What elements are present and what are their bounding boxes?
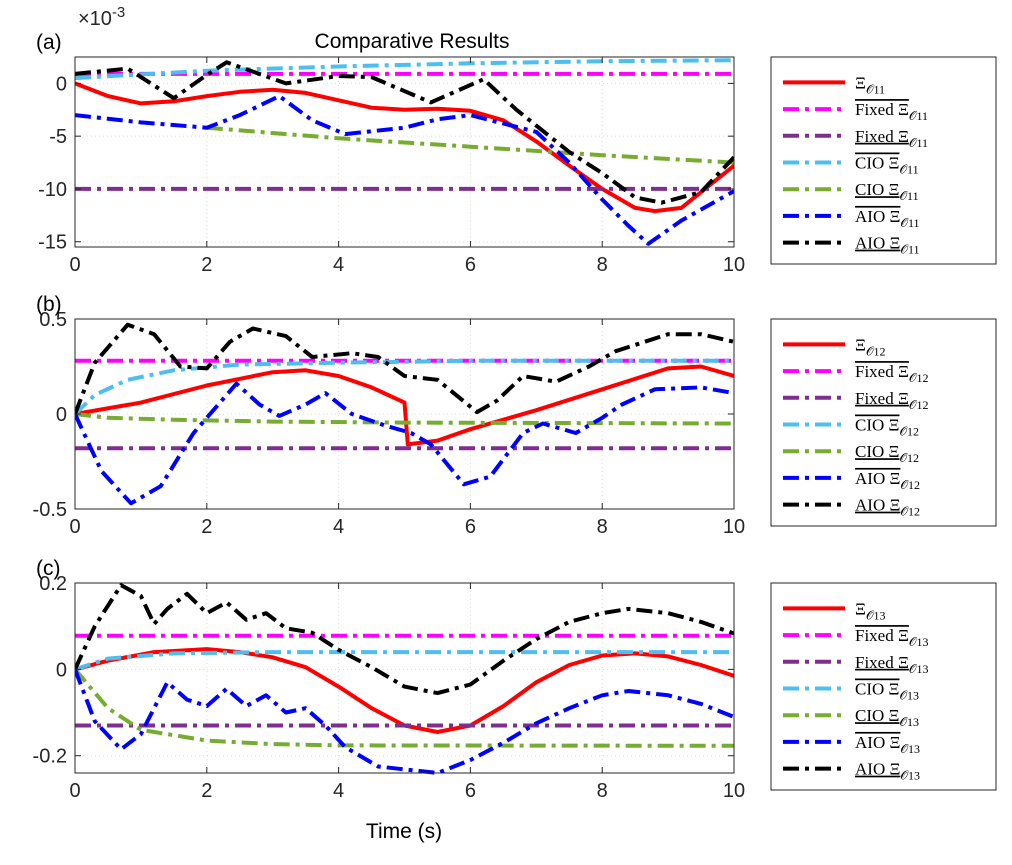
y-tick-label: 0.2 bbox=[39, 573, 67, 595]
legend-entry: Fixed Ξ𝒪13 bbox=[855, 653, 928, 676]
legend: Ξ𝒪13 Fixed Ξ𝒪13 Fixed Ξ𝒪13 CIO Ξ𝒪13 CIO Ξ𝒪13… bbox=[770, 582, 997, 791]
y-tick-label: 0 bbox=[56, 73, 67, 95]
x-tick-label: 0 bbox=[69, 254, 80, 276]
legend-entry: Ξ𝒪12 bbox=[855, 335, 886, 358]
series-group bbox=[75, 58, 734, 246]
panel-0: 0 2 4 6 8 10 -15 -10 -5 0 (a) Ξ𝒪11 Fixed Ξ𝒪11 Fixed Ξ… bbox=[36, 31, 997, 276]
legend-entry: Fixed Ξ𝒪13 bbox=[855, 626, 928, 649]
legend-entry: AIO Ξ𝒪12 bbox=[855, 496, 920, 519]
x-tick-label: 4 bbox=[333, 780, 344, 802]
x-tick-label: 8 bbox=[597, 254, 608, 276]
x-tick-label: 8 bbox=[597, 516, 608, 538]
y-tick-label: -15 bbox=[38, 232, 67, 254]
x-axis-label: Time (s) bbox=[366, 820, 442, 843]
panel-label: (b) bbox=[36, 293, 62, 316]
legend: Ξ𝒪11 Fixed Ξ𝒪11 Fixed Ξ𝒪11 CIO Ξ𝒪11 CIO Ξ𝒪11… bbox=[770, 56, 997, 265]
series-line-3 bbox=[75, 650, 734, 672]
panel-label: (a) bbox=[36, 31, 62, 54]
y-tick-label: -0.2 bbox=[33, 746, 67, 768]
x-tick-label: 0 bbox=[69, 516, 80, 538]
plot-area bbox=[75, 583, 734, 773]
x-tick-label: 8 bbox=[597, 780, 608, 802]
series-line-6 bbox=[75, 60, 734, 205]
series-line-6 bbox=[75, 583, 734, 696]
x-tick-label: 10 bbox=[723, 516, 745, 538]
legend-entry: CIO Ξ𝒪13 bbox=[855, 680, 919, 703]
x-tick-label: 10 bbox=[723, 780, 745, 802]
x-tick-label: 4 bbox=[333, 516, 344, 538]
chart-title: Comparative Results bbox=[315, 30, 510, 53]
legend-entry: CIO Ξ𝒪11 bbox=[855, 180, 919, 203]
y-exponent: ×10-3 bbox=[78, 4, 125, 30]
y-tick-label: -5 bbox=[49, 126, 67, 148]
series-line-0 bbox=[75, 81, 734, 214]
legend-entry: Fixed Ξ𝒪11 bbox=[855, 100, 928, 123]
legend-entry: CIO Ξ𝒪12 bbox=[855, 416, 919, 439]
x-tick-label: 6 bbox=[465, 254, 476, 276]
series-group bbox=[75, 322, 734, 506]
plot-area bbox=[75, 57, 734, 247]
series-line-5 bbox=[75, 668, 734, 775]
y-tick-label: -0.5 bbox=[33, 499, 67, 521]
x-tick-label: 10 bbox=[723, 254, 745, 276]
legend: Ξ𝒪12 Fixed Ξ𝒪12 Fixed Ξ𝒪12 CIO Ξ𝒪12 CIO Ξ𝒪12… bbox=[770, 318, 997, 527]
series-line-5 bbox=[75, 381, 734, 506]
axes-box bbox=[74, 56, 735, 248]
panel-label: (c) bbox=[36, 557, 61, 580]
series-line-5 bbox=[75, 94, 734, 246]
legend-entry: AIO Ξ𝒪13 bbox=[855, 733, 920, 756]
legend-entry: AIO Ξ𝒪13 bbox=[855, 760, 920, 783]
legend-entry: Ξ𝒪11 bbox=[855, 73, 885, 96]
legend-entry: Fixed Ξ𝒪11 bbox=[855, 127, 928, 150]
series-line-6 bbox=[75, 322, 734, 415]
legend-entry: AIO Ξ𝒪12 bbox=[855, 469, 920, 492]
series-line-4 bbox=[206, 125, 734, 165]
y-tick-label: 0.5 bbox=[39, 309, 67, 331]
series-line-4 bbox=[75, 668, 734, 748]
axes-box bbox=[74, 582, 735, 774]
legend-entry: CIO Ξ𝒪11 bbox=[855, 154, 919, 177]
series-line-3 bbox=[75, 58, 734, 81]
legend-entry: Ξ𝒪13 bbox=[855, 599, 886, 622]
y-tick-label: -10 bbox=[38, 179, 67, 201]
x-tick-label: 2 bbox=[201, 780, 212, 802]
x-tick-label: 6 bbox=[465, 780, 476, 802]
x-tick-label: 4 bbox=[333, 254, 344, 276]
legend-entry: Fixed Ξ𝒪12 bbox=[855, 362, 928, 385]
legend-entry: AIO Ξ𝒪11 bbox=[855, 234, 920, 257]
legend-entry: Fixed Ξ𝒪12 bbox=[855, 389, 928, 412]
series-line-4 bbox=[75, 412, 734, 426]
legend-entry: AIO Ξ𝒪11 bbox=[855, 207, 920, 230]
legend-entry: CIO Ξ𝒪12 bbox=[855, 442, 919, 465]
x-tick-label: 2 bbox=[201, 516, 212, 538]
x-tick-label: 6 bbox=[465, 516, 476, 538]
x-tick-label: 0 bbox=[69, 780, 80, 802]
x-tick-label: 2 bbox=[201, 254, 212, 276]
series-group bbox=[75, 583, 734, 775]
y-tick-label: 0 bbox=[56, 404, 67, 426]
legend-entry: CIO Ξ𝒪13 bbox=[855, 706, 919, 729]
y-tick-label: 0 bbox=[56, 659, 67, 681]
